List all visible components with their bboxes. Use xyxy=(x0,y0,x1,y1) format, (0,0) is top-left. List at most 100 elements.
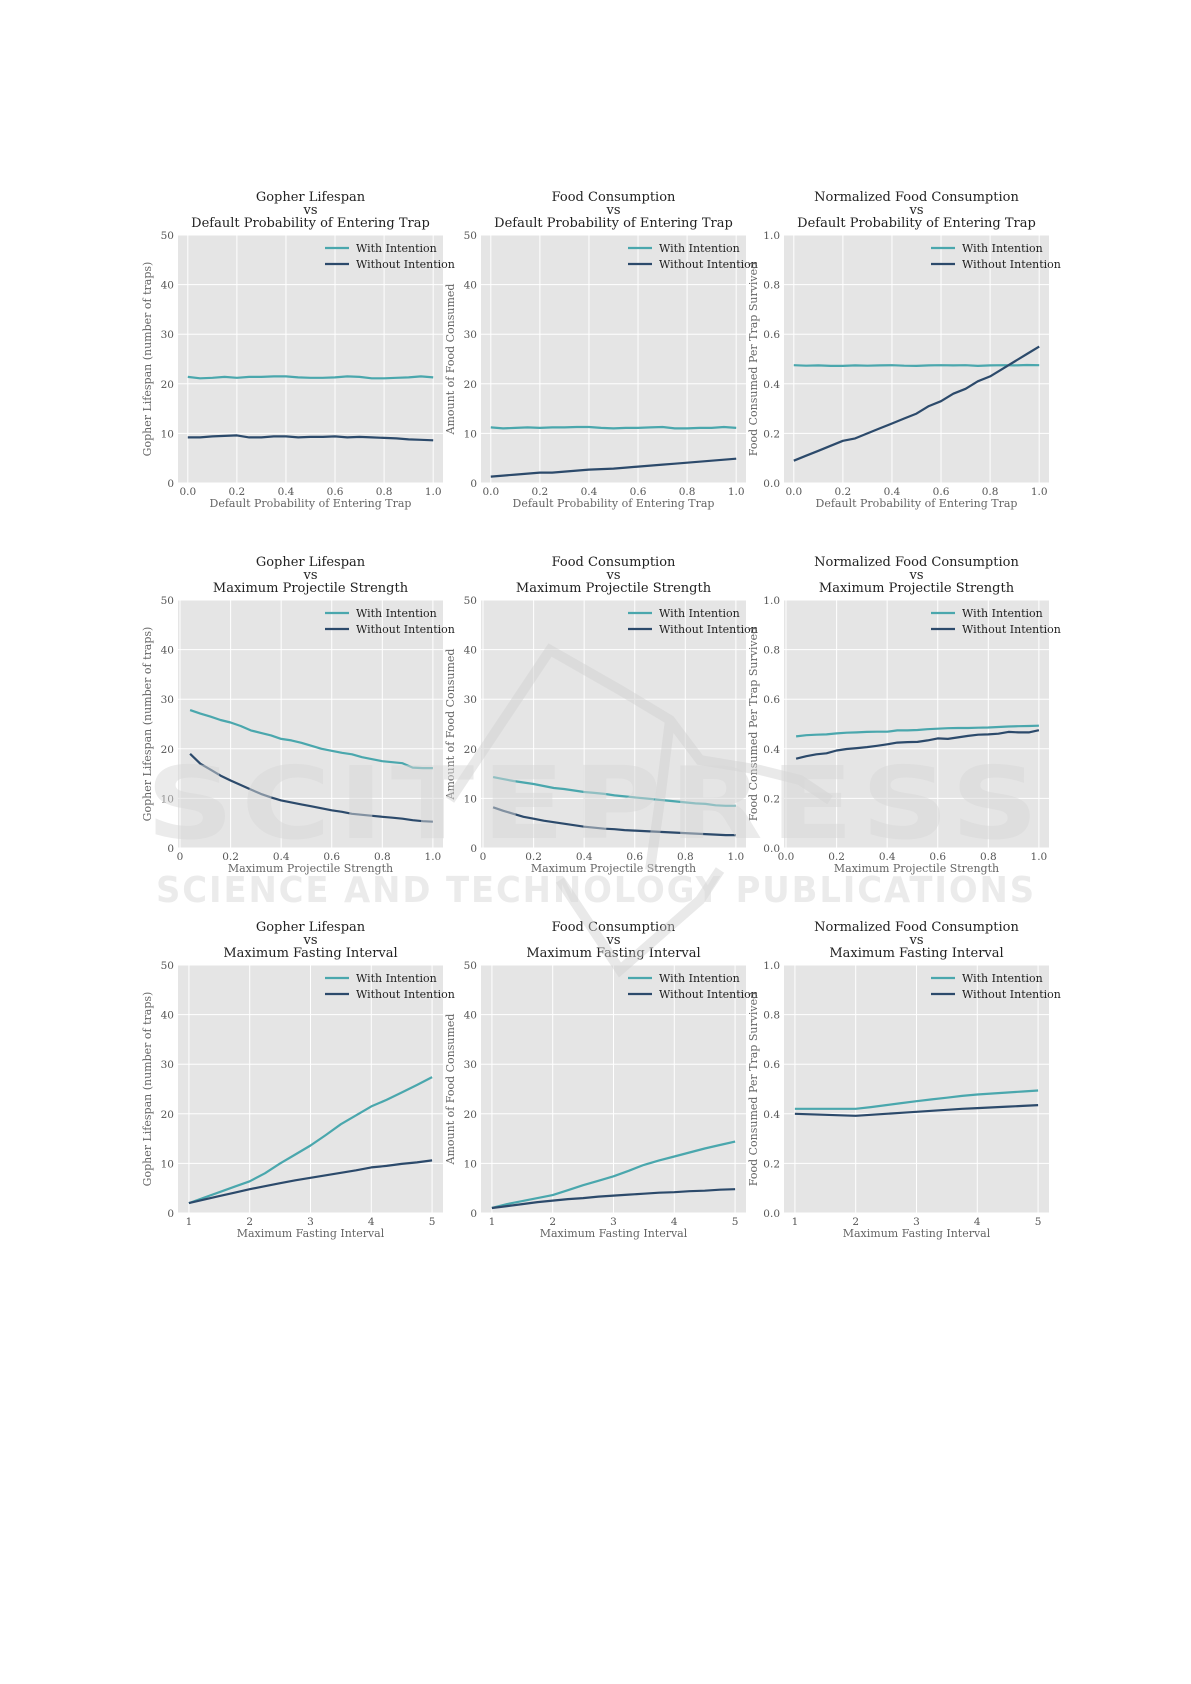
x-tick-label: 5 xyxy=(429,1216,436,1228)
plot-area xyxy=(178,600,443,848)
chart-title-line: Normalized Food Consumption xyxy=(814,190,1019,205)
y-tick-label: 40 xyxy=(464,280,477,292)
x-axis-label: Default Probability of Entering Trap xyxy=(816,497,1018,510)
chart-title-line: Normalized Food Consumption xyxy=(814,920,1019,935)
chart-title-line: vs xyxy=(302,568,317,583)
chart-title-line: Maximum Projectile Strength xyxy=(213,581,409,596)
chart-title-line: Default Probability of Entering Trap xyxy=(494,216,733,231)
y-tick-label: 20 xyxy=(161,1109,174,1121)
x-tick-label: 0.6 xyxy=(323,851,340,863)
chart-title-line: vs xyxy=(908,933,923,948)
x-tick-label: 3 xyxy=(307,1216,314,1228)
x-tick-label: 0.2 xyxy=(525,851,542,863)
y-tick-label: 30 xyxy=(464,694,477,706)
series-line-without-intention xyxy=(793,345,1040,462)
chart-title-line: vs xyxy=(605,568,620,583)
x-tick-label: 2 xyxy=(852,1216,859,1228)
x-tick-label: 0.0 xyxy=(179,486,196,498)
legend-label: Without Intention xyxy=(659,623,758,636)
chart-title-line: Food Consumption xyxy=(552,555,676,570)
chart-panel: Gopher Lifespan vs Maximum Fasting Interva… xyxy=(141,918,465,1248)
y-tick-label: 40 xyxy=(161,645,174,657)
y-tick-label: 50 xyxy=(161,230,174,242)
plot-area xyxy=(481,600,746,848)
y-tick-label: 30 xyxy=(464,1059,477,1071)
series-line-with-intention xyxy=(490,425,737,430)
y-tick-label: 20 xyxy=(464,744,477,756)
series-line-with-intention xyxy=(793,363,1040,367)
x-tick-label: 2 xyxy=(246,1216,253,1228)
y-tick-label: 0.4 xyxy=(763,744,780,756)
y-tick-label: 10 xyxy=(161,428,174,440)
y-tick-label: 0.8 xyxy=(763,280,780,292)
y-axis-label: Amount of Food Consumed xyxy=(444,649,457,801)
x-tick-label: 0.2 xyxy=(229,486,246,498)
x-tick-label: 1.0 xyxy=(1031,851,1048,863)
x-tick-label: 0.0 xyxy=(778,851,795,863)
chart-title-line: vs xyxy=(908,203,923,218)
x-tick-label: 2 xyxy=(549,1216,556,1228)
series-line-with-intention xyxy=(794,1089,1039,1110)
x-tick-label: 0.2 xyxy=(532,486,549,498)
plot-area xyxy=(784,600,1049,848)
y-tick-label: 30 xyxy=(161,329,174,341)
legend-label: Without Intention xyxy=(356,988,455,1001)
y-tick-label: 30 xyxy=(161,694,174,706)
x-tick-label: 1 xyxy=(489,1216,496,1228)
legend-label: With Intention xyxy=(962,972,1043,985)
y-tick-label: 0.2 xyxy=(763,428,780,440)
x-tick-label: 0 xyxy=(177,851,184,863)
y-tick-label: 30 xyxy=(464,329,477,341)
series-line-without-intention xyxy=(492,806,736,837)
chart-title-line: vs xyxy=(605,933,620,948)
chart-panel: Normalized Food Consumption vs Maximum Pro… xyxy=(747,553,1071,883)
x-tick-label: 1.0 xyxy=(728,486,745,498)
y-tick-label: 0 xyxy=(167,1208,174,1220)
legend-label: With Intention xyxy=(356,242,437,255)
y-tick-label: 10 xyxy=(161,793,174,805)
x-tick-label: 0.4 xyxy=(278,486,295,498)
y-tick-label: 20 xyxy=(161,379,174,391)
x-tick-label: 0.4 xyxy=(884,486,901,498)
series-line-with-intention xyxy=(188,1076,433,1205)
legend-label: Without Intention xyxy=(962,258,1061,271)
chart-title-line: Maximum Projectile Strength xyxy=(516,581,712,596)
x-tick-label: 0.8 xyxy=(980,851,997,863)
x-axis-label: Default Probability of Entering Trap xyxy=(210,497,412,510)
y-tick-label: 0 xyxy=(167,478,174,490)
y-tick-label: 10 xyxy=(161,1158,174,1170)
x-tick-label: 0.4 xyxy=(581,486,598,498)
x-tick-label: 0.0 xyxy=(482,486,499,498)
series-line-with-intention xyxy=(187,375,434,380)
series-line-without-intention xyxy=(794,1104,1039,1117)
x-tick-label: 1.0 xyxy=(728,851,745,863)
y-axis-label: Food Consumed Per Trap Survived xyxy=(747,627,760,821)
chart-title-line: vs xyxy=(605,203,620,218)
x-tick-label: 0.8 xyxy=(982,486,999,498)
series-line-with-intention xyxy=(492,776,736,807)
legend-label: With Intention xyxy=(659,972,740,985)
y-tick-label: 0 xyxy=(470,843,477,855)
x-tick-label: 5 xyxy=(732,1216,739,1228)
chart-title-line: vs xyxy=(302,203,317,218)
chart-title-line: vs xyxy=(302,933,317,948)
x-tick-label: 1.0 xyxy=(425,851,442,863)
x-tick-label: 0.8 xyxy=(677,851,694,863)
chart-title-line: Maximum Fasting Interval xyxy=(223,946,397,961)
x-axis-label: Maximum Projectile Strength xyxy=(228,862,393,875)
y-tick-label: 0.6 xyxy=(763,1059,780,1071)
chart-panel: Food Consumption vs Default Probability of… xyxy=(444,188,768,518)
chart-title-line: Maximum Fasting Interval xyxy=(829,946,1003,961)
legend-label: With Intention xyxy=(356,972,437,985)
x-tick-label: 0.4 xyxy=(576,851,593,863)
chart-panel: Food Consumption vs Maximum Projectile Str… xyxy=(444,553,768,883)
chart-title-line: Gopher Lifespan xyxy=(256,920,366,935)
series-line-without-intention xyxy=(491,1188,736,1210)
x-tick-label: 0.0 xyxy=(785,486,802,498)
x-axis-label: Maximum Fasting Interval xyxy=(843,1227,991,1240)
x-tick-label: 3 xyxy=(610,1216,617,1228)
